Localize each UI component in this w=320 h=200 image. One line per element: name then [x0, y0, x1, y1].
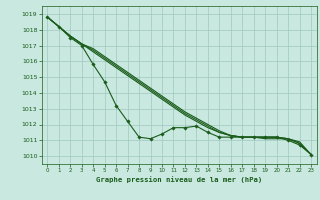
X-axis label: Graphe pression niveau de la mer (hPa): Graphe pression niveau de la mer (hPa) [96, 176, 262, 183]
